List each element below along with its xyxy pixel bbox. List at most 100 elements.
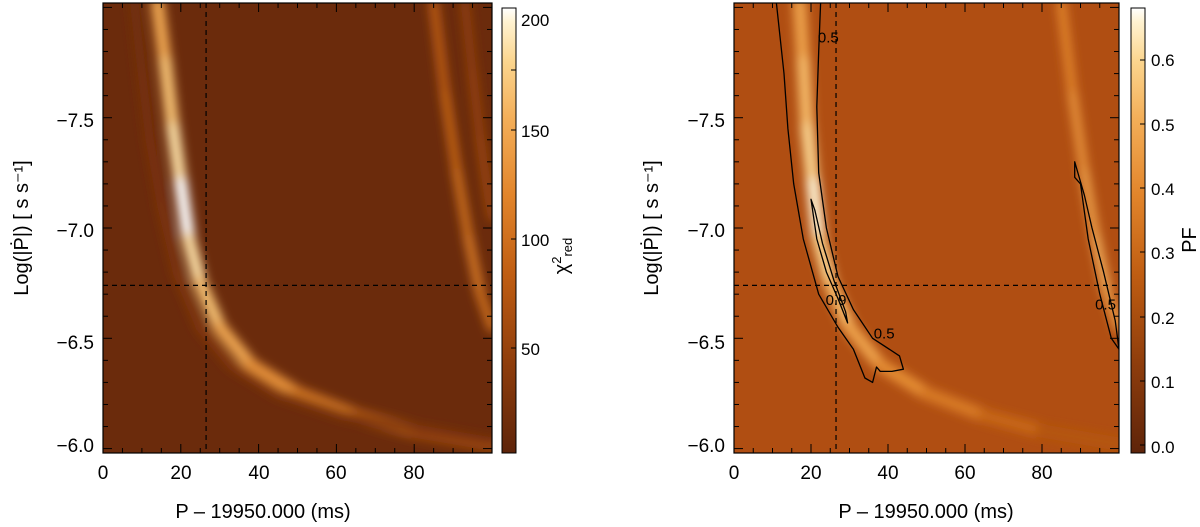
panel-chi2: 0 20 40 60 80 −6.0 −6.5 −7.0 −7.5 P – 19… — [10, 2, 575, 523]
ridge-segment — [460, 3, 478, 79]
ridge-segment — [475, 289, 492, 332]
x-tick-label: 0 — [98, 463, 109, 484]
colorbar-tick-label: 50 — [521, 340, 540, 359]
colorbar-tick-label: 0.0 — [1151, 438, 1175, 457]
colorbar-ticks — [511, 69, 516, 349]
y-axis-title: Log(|Ṗ|) [ s s⁻¹] — [10, 160, 33, 295]
colorbar-tick-label: 0.2 — [1151, 309, 1175, 328]
y-tick-label: −6.5 — [56, 333, 94, 354]
ridge-segment — [193, 276, 227, 334]
colorbar — [501, 7, 517, 454]
x-tick-label: 80 — [403, 463, 424, 484]
ridge-segment — [468, 69, 485, 145]
ridge-segment — [182, 232, 207, 290]
ridge-segment — [244, 358, 304, 400]
ridge-segment — [213, 320, 258, 372]
colorbar-tick-label: 0.1 — [1151, 373, 1175, 392]
x-tick-label: 0 — [729, 463, 740, 484]
y-tick-label: −6.0 — [687, 436, 725, 457]
x-tick-label: 60 — [954, 463, 975, 484]
contour-label: 0.5 — [818, 30, 839, 47]
x-tick-label: 40 — [248, 463, 269, 484]
crosshair — [103, 3, 492, 453]
ridge-segment — [339, 411, 427, 436]
ridge-segment — [158, 56, 180, 136]
colorbar-tick-label: 0.4 — [1151, 180, 1175, 199]
x-tick-label: 60 — [325, 463, 346, 484]
ridge-segment — [440, 91, 462, 178]
ridge-segment — [873, 358, 933, 400]
x-tick-label: 40 — [877, 463, 898, 484]
ridge-segment — [129, 3, 147, 79]
ridge-segment — [475, 135, 492, 200]
ridge-segment — [429, 3, 450, 101]
ridge-segment — [273, 388, 349, 420]
ridge-segment — [800, 122, 820, 191]
heatmap-ridges — [129, 3, 492, 451]
plot-background — [734, 3, 1119, 453]
ridge-segment — [806, 177, 826, 246]
x-tick-label: 20 — [800, 463, 821, 484]
x-tick-label: 80 — [1031, 463, 1052, 484]
contour-labels: 0.5 0.9 0.5 0.5 — [818, 30, 1116, 343]
y-tick-label: −6.0 — [56, 436, 94, 457]
ridge-segment — [1056, 3, 1078, 101]
ridge-segment — [792, 3, 810, 70]
ridge-segment — [417, 426, 492, 447]
ridge-segment — [452, 168, 474, 244]
panel-pf: 0.5 0.9 0.5 0.5 0 20 40 60 80 −6.0 −6.5 −7.… — [640, 2, 1200, 523]
ridge-segment — [195, 322, 236, 370]
heatmap-ridges — [792, 3, 1119, 451]
ridge-segment — [150, 3, 172, 70]
ridge-segment — [1068, 91, 1089, 178]
colorbar-tick-label: 100 — [521, 231, 549, 250]
ticks — [733, 3, 1119, 453]
y-axis-title: Log(|Ṗ|) [ s s⁻¹] — [640, 160, 663, 295]
colorbar — [1130, 7, 1146, 454]
ridge-segment — [977, 409, 1049, 438]
y-tick-label: −7.0 — [56, 221, 94, 242]
ridge-segment — [174, 177, 196, 246]
x-axis-title: P – 19950.000 (ms) — [175, 501, 350, 523]
ridge-segment — [226, 360, 283, 398]
x-tick-label: 20 — [170, 463, 191, 484]
ridge-layer — [792, 3, 1119, 451]
colorbar-title: χ2red — [549, 238, 575, 275]
contour-line — [810, 198, 849, 324]
ticks — [102, 3, 492, 453]
x-axis-title: P – 19950.000 (ms) — [838, 501, 1013, 523]
ridge-segment — [1079, 168, 1101, 244]
ridge-segment — [137, 69, 155, 145]
contour-line — [1074, 161, 1119, 350]
colorbar-tick-label: 200 — [521, 11, 549, 30]
contour-label: 0.9 — [826, 292, 847, 309]
colorbar-tick-label: 150 — [521, 122, 549, 141]
contour-label: 0.5 — [874, 325, 895, 342]
ridge-segment — [464, 234, 485, 299]
colorbar-title: PF — [1179, 227, 1200, 253]
contour-label: 0.5 — [1095, 297, 1116, 314]
ridge-segment — [172, 267, 205, 332]
crosshair — [734, 3, 1119, 453]
y-tick-label: −7.5 — [687, 111, 725, 132]
ridge-layer — [129, 3, 492, 451]
colorbar-tick-label: 0.6 — [1151, 51, 1175, 70]
y-tick-label: −7.5 — [56, 111, 94, 132]
contour-line — [775, 3, 905, 384]
colorbar-ticks — [1140, 59, 1145, 446]
colorbar-title-sup: 2 — [549, 257, 564, 264]
ridge-segment — [1035, 424, 1119, 451]
ridge-segment — [843, 320, 887, 372]
ridge-segment — [166, 122, 188, 191]
colorbar-tick-label: 0.5 — [1151, 116, 1175, 135]
colorbar-tick-label: 0.3 — [1151, 244, 1175, 263]
colorbar-title-sub: red — [560, 238, 575, 257]
contours — [775, 3, 1119, 384]
y-tick-label: −6.5 — [687, 333, 725, 354]
colorbar-title-symbol: χ — [551, 263, 573, 274]
ridge-segment — [145, 135, 166, 211]
y-tick-label: −7.0 — [687, 221, 725, 242]
ridge-segment — [156, 201, 182, 277]
ridge-segment — [920, 386, 991, 422]
